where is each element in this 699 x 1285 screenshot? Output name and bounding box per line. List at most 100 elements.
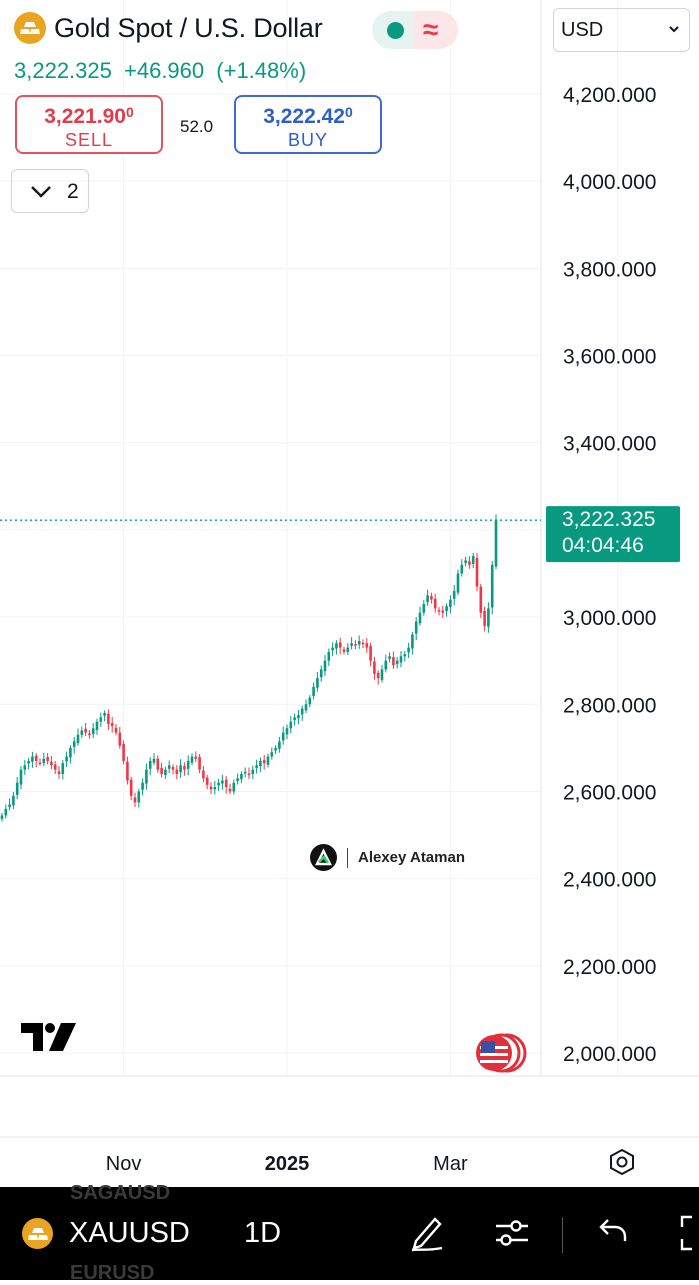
candle-body bbox=[373, 661, 376, 674]
spread-value: 52.0 bbox=[180, 117, 214, 136]
candle-body bbox=[479, 586, 483, 613]
candle-body bbox=[350, 643, 353, 646]
last-price-label-bg bbox=[546, 506, 680, 563]
y-tick-label: 2,200.000 bbox=[563, 956, 656, 979]
undo-icon[interactable] bbox=[598, 1213, 628, 1253]
time-axis-right-pad bbox=[546, 1140, 699, 1186]
y-tick-label: 4,000.000 bbox=[563, 171, 656, 194]
candle-body bbox=[141, 782, 144, 790]
x-tick-label: Nov bbox=[106, 1153, 142, 1175]
candle-body bbox=[190, 756, 194, 763]
hexagon-settings-icon[interactable] bbox=[608, 1148, 636, 1176]
candle-body bbox=[403, 654, 407, 657]
candle-body bbox=[46, 757, 49, 761]
buy-price: 3,222.42 bbox=[263, 105, 345, 128]
draw-icon[interactable] bbox=[408, 1213, 446, 1253]
candle-body bbox=[42, 758, 46, 764]
candle-body bbox=[418, 612, 422, 624]
candle-body bbox=[156, 758, 160, 770]
symbol-carousel-prev: SAGAUSD bbox=[70, 1182, 171, 1204]
symbol-header[interactable]: Gold Spot / U.S. Dollar bbox=[14, 12, 323, 44]
candle-body bbox=[471, 556, 475, 564]
chevron-down-icon bbox=[31, 186, 51, 198]
candle-body bbox=[247, 773, 251, 776]
candle-body bbox=[160, 767, 163, 775]
candle-body bbox=[452, 590, 456, 599]
candle-body bbox=[380, 669, 384, 680]
candle-body bbox=[198, 757, 201, 770]
timeframe-button[interactable]: 1D bbox=[244, 1217, 282, 1249]
candle-body bbox=[171, 767, 175, 770]
candle-body bbox=[342, 649, 346, 652]
last-price: 3,222.325 bbox=[14, 58, 112, 83]
candle-body bbox=[213, 787, 217, 790]
candle-body bbox=[411, 634, 414, 649]
currency-select[interactable]: USD bbox=[553, 8, 690, 52]
candle-body bbox=[281, 732, 285, 741]
candle-body bbox=[437, 610, 441, 612]
candle-body bbox=[304, 704, 308, 711]
candle-body bbox=[494, 520, 498, 567]
sell-label: SELL bbox=[64, 130, 114, 150]
gold-bars-icon bbox=[22, 1218, 53, 1249]
indicators-toggle-button[interactable]: 2 bbox=[11, 169, 89, 213]
candle-body bbox=[186, 760, 190, 769]
candle-body bbox=[148, 760, 152, 769]
us-flag-icon[interactable] bbox=[474, 1033, 528, 1073]
candle-body bbox=[224, 779, 228, 788]
candle-body bbox=[456, 573, 460, 593]
y-tick-label: 2,000.000 bbox=[563, 1043, 656, 1066]
candle-body bbox=[137, 791, 141, 803]
candle-body bbox=[468, 561, 471, 565]
candle-body bbox=[335, 643, 338, 649]
candle-body bbox=[236, 778, 239, 781]
bottom-toolbar: SAGAUSD EURUSD XAUUSD 1D bbox=[0, 1182, 699, 1284]
tradingview-logo-icon[interactable] bbox=[21, 1023, 76, 1051]
candle-body bbox=[179, 765, 182, 773]
price-chart[interactable]: 4,200.000 4,000.000 3,800.000 3,600.000 3,40… bbox=[0, 0, 699, 1187]
candle-body bbox=[164, 769, 167, 775]
candle-body bbox=[407, 647, 410, 653]
gold-bars-icon bbox=[14, 12, 46, 44]
candle-body bbox=[475, 557, 479, 587]
candle-body bbox=[327, 651, 331, 661]
sell-button[interactable]: 3,221.900 SELL bbox=[15, 95, 163, 154]
candle-body bbox=[297, 715, 300, 719]
y-tick-label: 2,800.000 bbox=[563, 694, 656, 717]
candle-body bbox=[323, 660, 327, 672]
candle-body bbox=[103, 712, 106, 716]
indicator-settings-icon[interactable] bbox=[494, 1213, 530, 1253]
buy-label: BUY bbox=[287, 130, 328, 150]
price-change: +46.960 bbox=[124, 58, 205, 83]
buy-button[interactable]: 3,222.420 BUY bbox=[234, 95, 382, 154]
candle-body bbox=[209, 786, 213, 790]
fullscreen-icon[interactable] bbox=[678, 1213, 699, 1253]
candle-body bbox=[433, 598, 437, 609]
candle-body bbox=[12, 795, 15, 806]
candle-body bbox=[251, 769, 255, 775]
candle-body bbox=[145, 769, 148, 784]
candle-body bbox=[278, 741, 281, 749]
candle-body bbox=[414, 621, 418, 634]
candle-body bbox=[31, 756, 34, 762]
candle-body bbox=[38, 762, 42, 765]
candle-body bbox=[107, 713, 110, 724]
candle-body bbox=[240, 774, 243, 780]
candle-body bbox=[175, 769, 179, 775]
candle-body bbox=[445, 606, 448, 611]
symbol-button[interactable]: XAUUSD bbox=[69, 1217, 190, 1249]
market-status-pill[interactable]: ≈ bbox=[372, 11, 458, 49]
y-tick-label: 3,000.000 bbox=[563, 607, 656, 630]
candle-body bbox=[338, 642, 342, 648]
candle-body bbox=[84, 728, 87, 733]
y-tick-label: 3,800.000 bbox=[563, 258, 656, 281]
candle-body bbox=[126, 761, 129, 781]
sell-price: 3,221.90 bbox=[44, 105, 126, 128]
candle-body bbox=[316, 678, 319, 688]
candle-body bbox=[376, 672, 380, 679]
candle-body bbox=[441, 610, 445, 613]
candle-body bbox=[293, 717, 296, 720]
author-name: Alexey Ataman bbox=[358, 849, 465, 866]
candle-body bbox=[15, 782, 19, 795]
candle-body bbox=[183, 766, 186, 770]
